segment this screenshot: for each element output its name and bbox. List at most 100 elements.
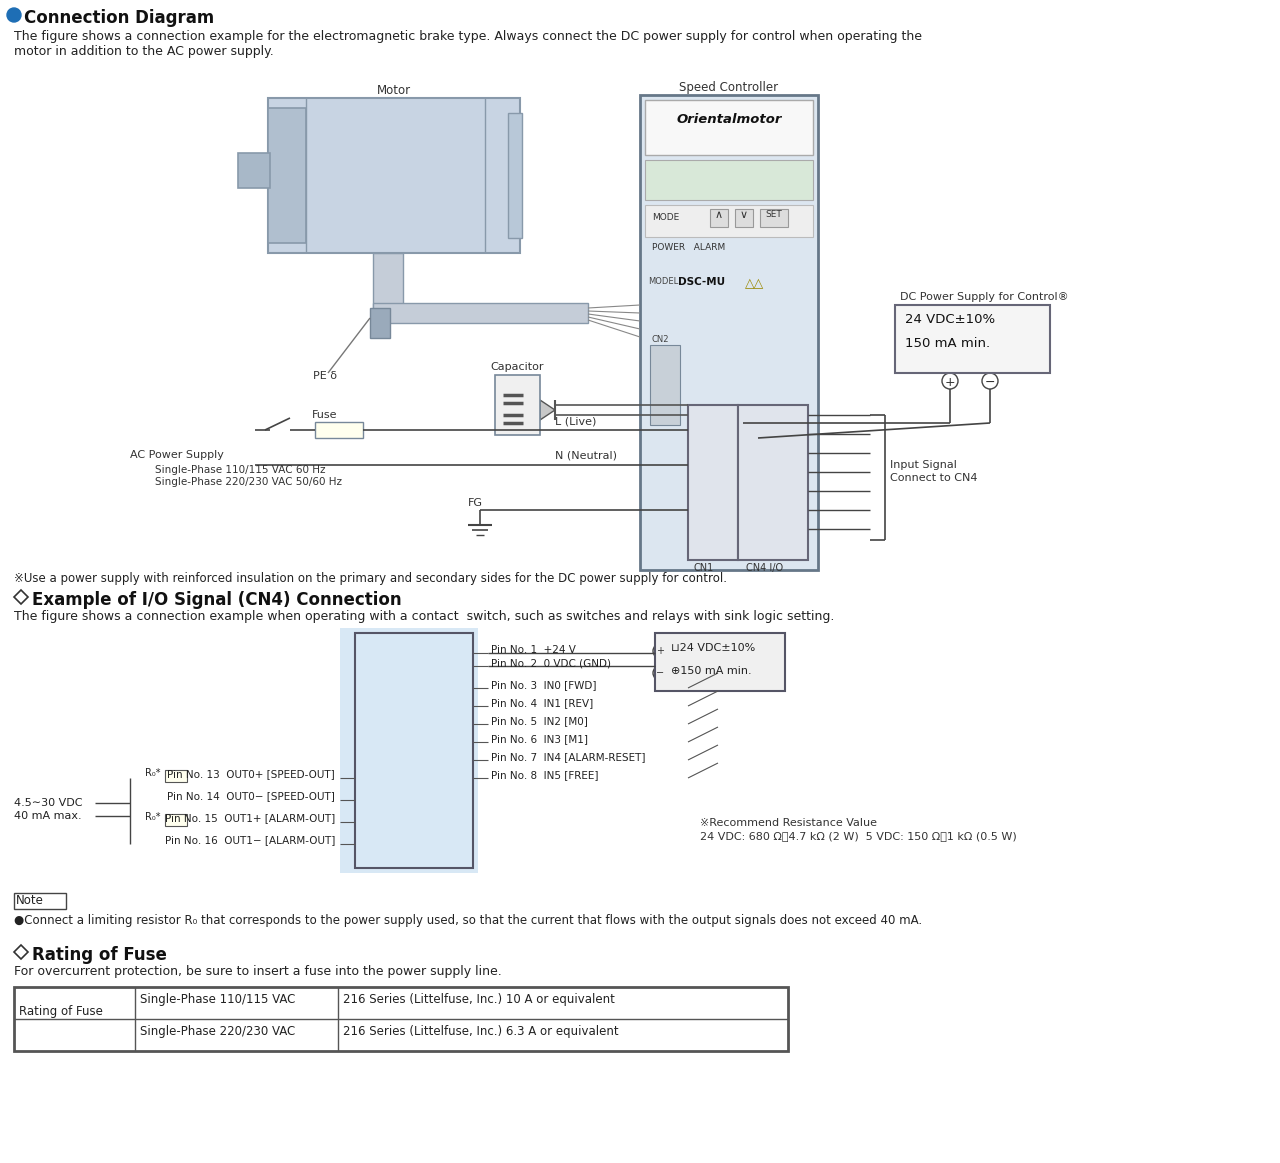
Text: For overcurrent protection, be sure to insert a fuse into the power supply line.: For overcurrent protection, be sure to i… [14,965,502,978]
Text: Motor: Motor [376,84,411,97]
Circle shape [942,373,957,388]
Text: −: − [655,668,664,678]
Circle shape [361,701,385,725]
Circle shape [694,438,712,457]
Text: 40 mA max.: 40 mA max. [14,811,82,821]
Circle shape [364,791,381,809]
Text: FG: FG [468,498,483,508]
Circle shape [399,769,417,787]
Bar [735,209,753,227]
Text: Speed Controller: Speed Controller [680,81,778,94]
Circle shape [653,644,667,658]
Text: Pin No. 7  IN4 [ALARM-RESET]: Pin No. 7 IN4 [ALARM-RESET] [492,752,645,762]
Circle shape [399,791,417,809]
Circle shape [364,835,381,852]
Text: Pin No. 16  OUT1− [ALARM-OUT]: Pin No. 16 OUT1− [ALARM-OUT] [165,835,335,846]
Circle shape [361,671,385,695]
Text: AC Power Supply: AC Power Supply [131,450,224,461]
Text: Example of I/O Signal (CN4) Connection: Example of I/O Signal (CN4) Connection [32,591,402,609]
Bar [238,154,270,188]
Text: DC Power Supply for Control®: DC Power Supply for Control® [900,292,1069,302]
Text: The figure shows a connection example when operating with a contact  switch, suc: The figure shows a connection example wh… [14,611,835,623]
Text: Capacitor: Capacitor [490,362,544,372]
Circle shape [6,8,20,22]
Text: 150 mA min.: 150 mA min. [905,337,991,350]
Text: SET: SET [765,211,782,219]
Text: +: + [657,645,664,656]
Text: 24 VDC: 680 Ω～4.7 kΩ (2 W)  5 VDC: 150 Ω～1 kΩ (0.5 W): 24 VDC: 680 Ω～4.7 kΩ (2 W) 5 VDC: 150 Ω～… [700,832,1016,841]
Text: POWER   ALARM: POWER ALARM [652,243,726,252]
Polygon shape [14,946,28,959]
Circle shape [746,444,760,458]
Circle shape [431,641,454,665]
Text: Pin No. 3  IN0 [FWD]: Pin No. 3 IN0 [FWD] [492,680,596,690]
Text: ※Recommend Resistance Value: ※Recommend Resistance Value [700,818,877,828]
Bar [689,405,739,561]
Text: Pin No. 8  IN5 [FREE]: Pin No. 8 IN5 [FREE] [492,770,599,780]
Text: 216 Series (Littelfuse, Inc.) 6.3 A or equivalent: 216 Series (Littelfuse, Inc.) 6.3 A or e… [343,1025,618,1039]
Bar [655,633,785,691]
Circle shape [714,464,732,481]
Circle shape [746,516,760,530]
Circle shape [396,641,420,665]
Text: Single-Phase 220/230 VAC: Single-Phase 220/230 VAC [140,1025,296,1039]
Bar [14,987,788,1051]
Bar [495,374,540,435]
Text: ⊔24 VDC±10%: ⊔24 VDC±10% [671,643,755,652]
Bar [895,305,1050,373]
Text: N (Neutral): N (Neutral) [556,451,617,461]
Text: Pin No. 5  IN2 [M0]: Pin No. 5 IN2 [M0] [492,716,588,726]
Text: CN4 I/O: CN4 I/O [746,563,783,573]
Circle shape [714,488,732,507]
Circle shape [396,671,420,695]
Text: R₀*: R₀* [145,768,160,778]
Text: The figure shows a connection example for the electromagnetic brake type. Always: The figure shows a connection example fo… [14,30,922,58]
Text: 4.5∼30 VDC: 4.5∼30 VDC [14,798,82,808]
Text: Pin No. 6  IN3 [M1]: Pin No. 6 IN3 [M1] [492,734,588,744]
Bar [710,209,728,227]
Circle shape [653,666,667,680]
Circle shape [434,813,452,832]
Bar [650,345,680,424]
Text: Orientalmotor: Orientalmotor [676,113,782,126]
Text: Single-Phase 110/115 VAC: Single-Phase 110/115 VAC [140,993,296,1006]
Circle shape [434,835,452,852]
Circle shape [771,498,785,512]
Circle shape [694,514,712,531]
Bar [340,628,477,873]
Circle shape [771,480,785,494]
Text: 24 VDC±10%: 24 VDC±10% [905,313,995,326]
Circle shape [655,258,669,272]
Circle shape [694,488,712,507]
Circle shape [714,514,732,531]
Text: +: + [945,376,955,388]
Circle shape [746,498,760,512]
Bar [165,814,187,826]
Text: ∨: ∨ [740,211,748,220]
Circle shape [746,462,760,476]
Circle shape [431,671,454,695]
Bar [645,160,813,200]
Circle shape [694,414,712,431]
Text: Connect to CN4: Connect to CN4 [890,473,978,483]
Circle shape [361,641,385,665]
Text: Single-Phase 110/115 VAC 60 Hz
Single-Phase 220/230 VAC 50/60 Hz: Single-Phase 110/115 VAC 60 Hz Single-Ph… [155,465,342,486]
Text: Connection Diagram: Connection Diagram [24,9,214,27]
Bar [645,205,813,237]
Bar [508,113,522,238]
Bar [14,893,67,909]
Text: Input Signal: Input Signal [890,461,957,470]
Circle shape [364,769,381,787]
Text: ●Connect a limiting resistor R₀ that corresponds to the power supply used, so th: ●Connect a limiting resistor R₀ that cor… [14,914,922,927]
Bar [268,98,520,254]
Bar [370,308,390,338]
Circle shape [746,534,760,548]
Text: MODEL: MODEL [648,277,678,286]
Polygon shape [540,400,556,420]
Text: Pin No. 14  OUT0− [SPEED-OUT]: Pin No. 14 OUT0− [SPEED-OUT] [168,791,335,801]
Circle shape [399,835,417,852]
Polygon shape [372,254,403,317]
Text: DSC-MU: DSC-MU [678,277,726,287]
Circle shape [434,769,452,787]
Circle shape [431,732,454,755]
